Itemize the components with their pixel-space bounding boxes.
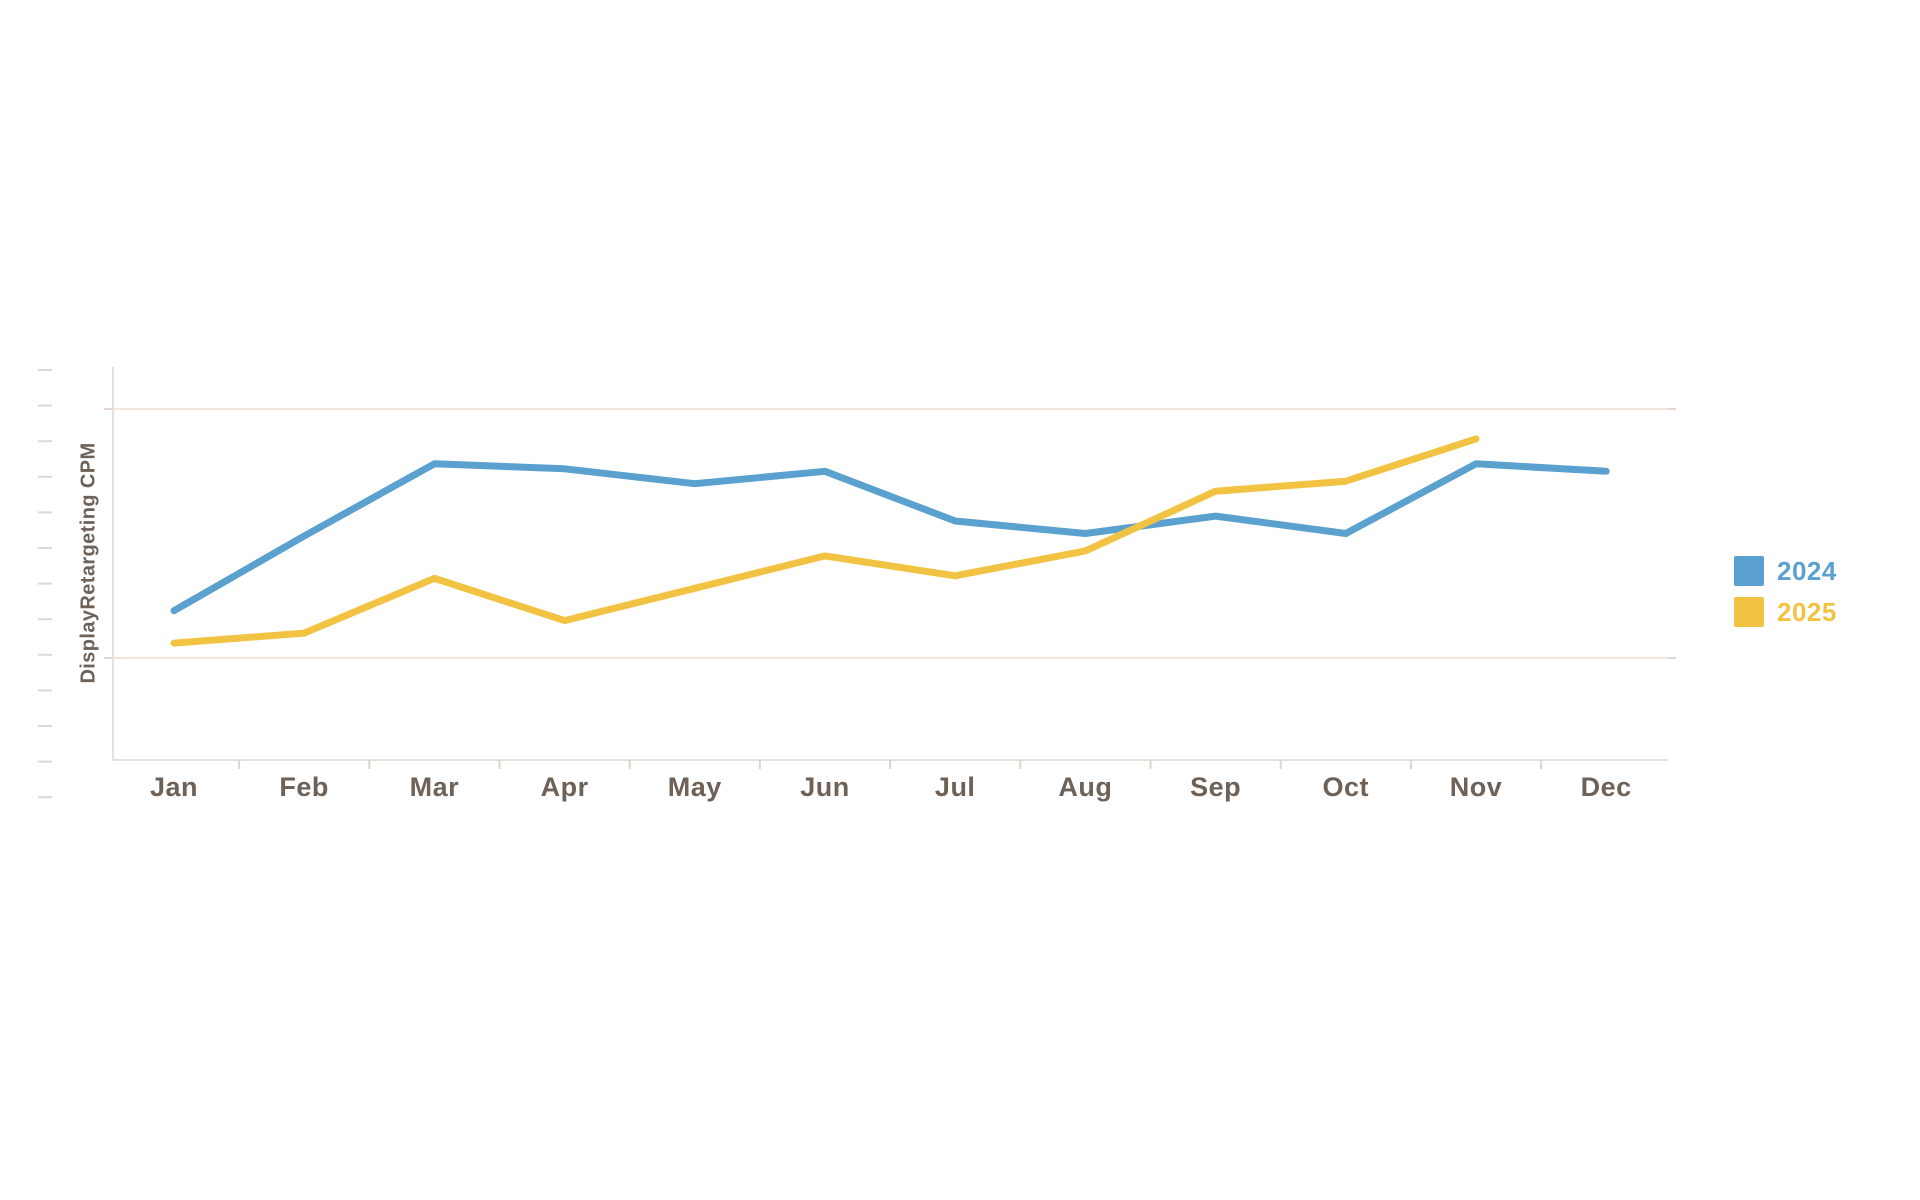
x-axis-label-apr: Apr [540,772,589,802]
series-line-2024[interactable] [170,460,1610,615]
x-axis-label-nov: Nov [1449,772,1503,802]
series-line-2025[interactable] [170,435,1480,647]
x-axis-label-jun: Jun [800,772,850,802]
series-layer [170,435,1610,647]
legend-label-2025: 2025 [1777,597,1837,627]
legend-item-2024[interactable]: 2024 [1734,556,1837,586]
grid-layer [38,367,1676,799]
legend-item-2025[interactable]: 2025 [1734,597,1837,627]
x-axis-label-jul: Jul [934,772,976,802]
x-axis-label-feb: Feb [279,772,329,802]
x-axis-label-oct: Oct [1322,772,1370,802]
legend-label-2024: 2024 [1777,556,1837,586]
legend: 2024 2025 [1734,556,1837,638]
y-axis-label: DisplayRetargeting CPM [77,442,100,684]
x-axis-label-dec: Dec [1580,772,1632,802]
x-axis-label-may: May [667,772,722,802]
x-axis-label-mar: Mar [409,772,460,802]
x-axis-label-jan: Jan [149,772,199,802]
legend-swatch-2024-icon [1734,556,1764,586]
x-axis-label-aug: Aug [1058,772,1113,802]
legend-swatch-2025-icon [1734,597,1764,627]
x-axis-label-sep: Sep [1190,772,1242,802]
